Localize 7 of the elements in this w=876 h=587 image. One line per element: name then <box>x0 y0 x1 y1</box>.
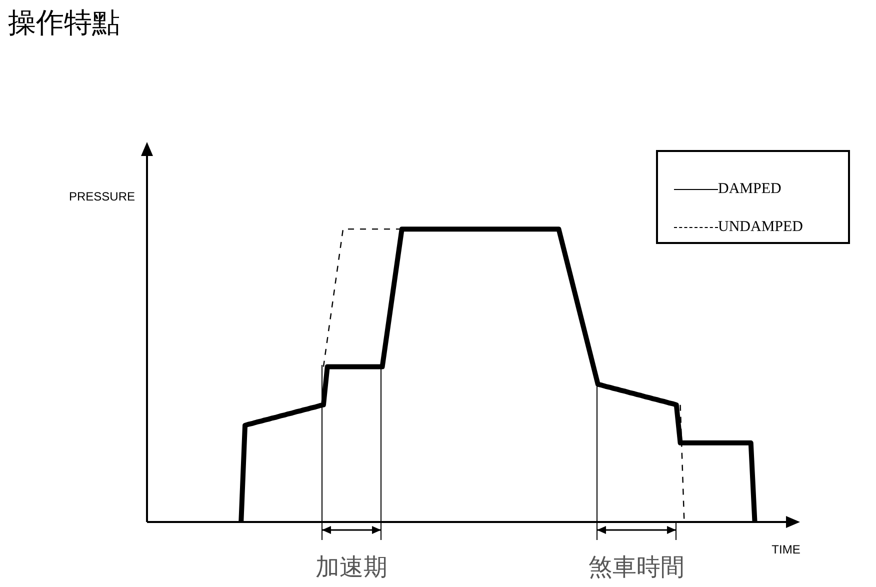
y-axis-title: PRESSURE <box>68 189 135 204</box>
text: 煞車時間 <box>588 554 686 583</box>
chart-title: 操作特點 <box>8 5 120 41</box>
x-axis-title: TIME <box>772 542 800 556</box>
text: 加速期 <box>314 554 388 583</box>
legend-label: UNDAMPED <box>718 218 804 236</box>
legend-label: DAMPED <box>718 180 782 198</box>
